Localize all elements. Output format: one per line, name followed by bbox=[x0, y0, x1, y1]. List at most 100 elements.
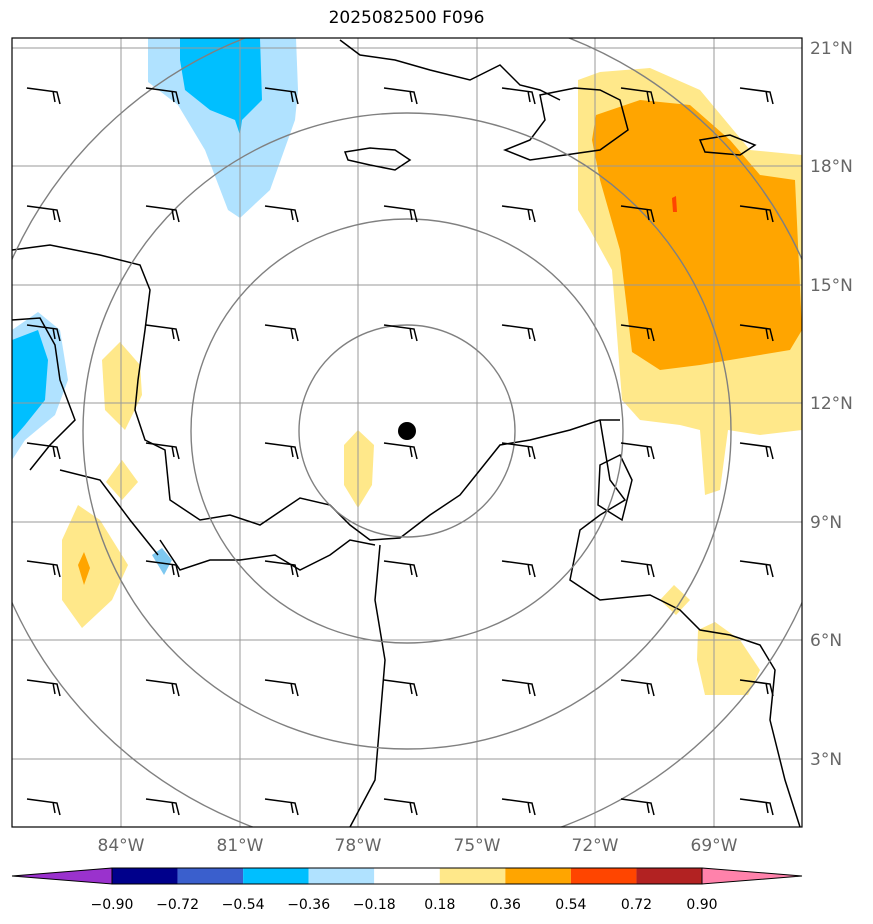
wind-barb bbox=[620, 442, 655, 460]
graticule bbox=[12, 38, 802, 827]
wind-barb bbox=[620, 679, 655, 697]
wind-barb bbox=[739, 324, 774, 342]
colorbar-tick-label: 0.36 bbox=[490, 897, 521, 913]
wind-barb bbox=[501, 324, 536, 342]
wind-barb bbox=[26, 560, 61, 578]
lat-label: 9°N bbox=[810, 513, 842, 533]
lat-label: 6°N bbox=[810, 631, 842, 651]
wind-barb bbox=[383, 679, 418, 697]
wind-barb bbox=[501, 798, 536, 816]
wind-barb bbox=[620, 324, 655, 342]
wind-barb bbox=[26, 798, 61, 816]
wind-barb bbox=[620, 560, 655, 578]
colorbar-frame bbox=[111, 867, 703, 885]
mexico-coast bbox=[12, 317, 76, 471]
lon-label: 84°W bbox=[98, 836, 145, 856]
lon-axis: 84°W 81°W 78°W 75°W 72°W 69°W bbox=[98, 836, 738, 856]
wind-barb bbox=[501, 205, 536, 223]
wind-barb bbox=[264, 560, 299, 578]
cuba-coast bbox=[339, 39, 561, 101]
hispaniola-coast bbox=[502, 87, 629, 161]
wind-barb bbox=[501, 560, 536, 578]
wind-barb bbox=[145, 205, 180, 223]
colorbar-segment bbox=[177, 868, 244, 884]
colorbar-tick-label: 0.18 bbox=[424, 897, 455, 913]
lat-label: 12°N bbox=[810, 394, 853, 414]
colorbar-tick-label: −0.90 bbox=[91, 897, 134, 913]
anomaly-positive-red bbox=[672, 196, 677, 212]
wind-barb bbox=[145, 560, 180, 578]
colombia-inland bbox=[349, 544, 386, 827]
wind-barb bbox=[264, 87, 299, 105]
storm-center-marker bbox=[398, 422, 416, 440]
wind-barb bbox=[26, 679, 61, 697]
lat-label: 3°N bbox=[810, 750, 842, 770]
colorbar-tick-label: 0.90 bbox=[686, 897, 717, 913]
lat-label: 15°N bbox=[810, 276, 853, 296]
wind-barb bbox=[145, 798, 180, 816]
wind-barb bbox=[264, 798, 299, 816]
anomaly-negative-w-dark bbox=[12, 330, 48, 440]
wind-barb bbox=[383, 205, 418, 223]
colorbar-tick-label: −0.36 bbox=[287, 897, 330, 913]
wind-barb bbox=[264, 442, 299, 460]
lon-label: 69°W bbox=[691, 836, 738, 856]
wind-barb bbox=[145, 87, 180, 105]
map-frame bbox=[11, 37, 803, 828]
wind-barb bbox=[383, 560, 418, 578]
wind-barb bbox=[26, 87, 61, 105]
anomaly-positive-w1 bbox=[102, 342, 142, 430]
wind-barb bbox=[739, 87, 774, 105]
wind-barb bbox=[26, 324, 61, 342]
wind-barb bbox=[739, 205, 774, 223]
colorbar-segment bbox=[570, 868, 637, 884]
anomaly-positive-w3 bbox=[62, 505, 128, 628]
wind-barb bbox=[501, 87, 536, 105]
wind-barb bbox=[501, 679, 536, 697]
colorbar-tick-label: −0.18 bbox=[353, 897, 396, 913]
anomaly-positive-w2 bbox=[106, 460, 138, 500]
colorbar-segment bbox=[439, 868, 506, 884]
map-title: 2025082500 F096 bbox=[328, 8, 485, 28]
anomaly-positive-w3o bbox=[78, 552, 90, 585]
wind-barb bbox=[739, 679, 774, 697]
colorbar-segment bbox=[243, 868, 309, 884]
lat-label: 18°N bbox=[810, 157, 853, 177]
colorbar-ticks: −0.90 −0.72 −0.54 −0.36 −0.18 0.18 0.36 0.54 0.7… bbox=[91, 897, 718, 913]
colorbar-tick-label: −0.54 bbox=[222, 897, 265, 913]
wind-barb bbox=[383, 87, 418, 105]
wind-barb bbox=[383, 798, 418, 816]
colorbar-segment bbox=[112, 868, 178, 884]
wind-barb bbox=[264, 205, 299, 223]
colorbar-tick-label: 0.72 bbox=[621, 897, 652, 913]
jamaica-coast bbox=[343, 147, 412, 171]
venezuela-coast bbox=[569, 419, 801, 827]
range-rings bbox=[12, 38, 802, 827]
wind-barb bbox=[26, 205, 61, 223]
anomaly-positive-s2 bbox=[660, 585, 690, 615]
lon-label: 78°W bbox=[335, 836, 382, 856]
wind-barb bbox=[501, 442, 536, 460]
colorbar-segment bbox=[505, 868, 571, 884]
colorbar-tick-label: 0.54 bbox=[555, 897, 586, 913]
wind-barb bbox=[264, 324, 299, 342]
colorbar-extend-high bbox=[701, 867, 803, 885]
anomaly-positive-s bbox=[697, 622, 760, 695]
colorbar-segment bbox=[374, 868, 440, 884]
anomaly-positive-c bbox=[344, 430, 374, 508]
anomaly-positive-orange bbox=[592, 100, 802, 370]
wind-barb bbox=[145, 324, 180, 342]
colorbar-tick-label: −0.72 bbox=[156, 897, 199, 913]
puerto-rico-coast bbox=[698, 134, 757, 156]
map-area bbox=[12, 38, 802, 827]
wind-barb bbox=[264, 679, 299, 697]
wind-barbs bbox=[26, 87, 774, 816]
wind-barb bbox=[739, 798, 774, 816]
lat-label: 21°N bbox=[810, 39, 853, 59]
colorbar-extend-low bbox=[11, 867, 113, 885]
lon-label: 75°W bbox=[454, 836, 501, 856]
wind-barb bbox=[383, 324, 418, 342]
colorbar bbox=[11, 867, 803, 885]
wind-barb bbox=[739, 560, 774, 578]
